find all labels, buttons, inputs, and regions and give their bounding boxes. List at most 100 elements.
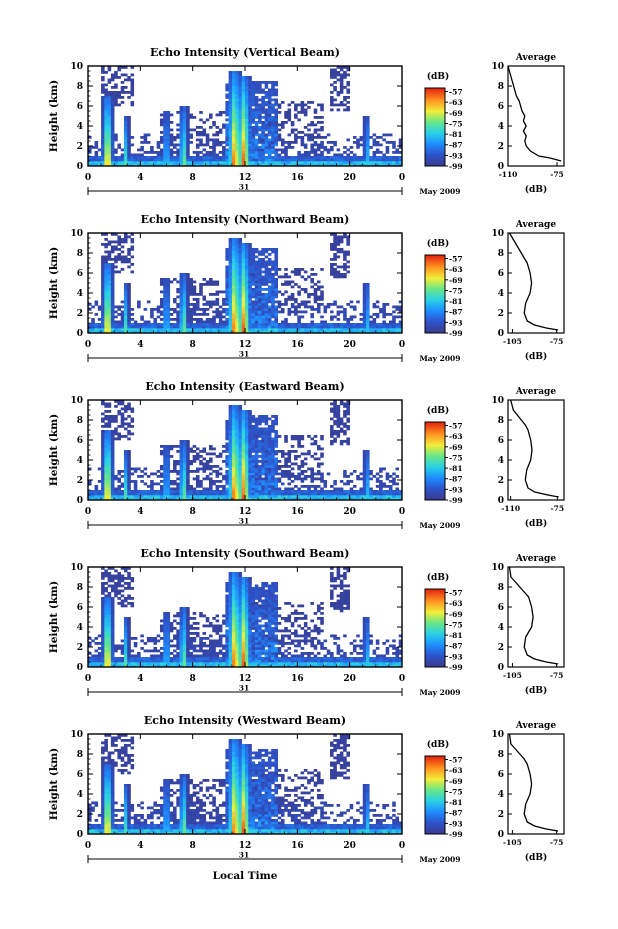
heatmap-cell (222, 477, 226, 481)
heatmap-cell (320, 108, 324, 112)
heatmap-cell (94, 158, 99, 162)
heatmap-cell (166, 477, 171, 481)
heatmap-cell (339, 497, 344, 501)
heatmap-cell (107, 320, 112, 324)
heatmap-cell (123, 158, 128, 162)
heatmap-cell (323, 310, 328, 314)
heatmap-cell (186, 440, 190, 443)
heatmap-cell (143, 138, 148, 142)
heatmap-cell (320, 315, 324, 319)
heatmap-cell (169, 138, 174, 142)
heatmap-cell (241, 422, 246, 426)
heatmap-cell (271, 248, 275, 251)
heatmap-cell (261, 490, 265, 493)
heatmap-cell (245, 123, 249, 127)
heatmap-cell (130, 91, 135, 94)
heatmap-cell (222, 303, 226, 306)
heatmap-cell (120, 86, 125, 89)
heatmap-cell (182, 482, 187, 486)
heatmap-cell (274, 300, 279, 304)
heatmap-cell (218, 467, 223, 471)
heatmap-cell (238, 290, 243, 294)
heatmap-cell (192, 298, 197, 301)
heatmap-cell (88, 490, 92, 493)
heatmap-cell (366, 325, 370, 329)
heatmap-cell (120, 153, 125, 157)
heatmap-cell (179, 158, 184, 162)
heatmap-cell (186, 138, 190, 142)
heatmap-cell (123, 300, 128, 304)
heatmap-cell (248, 290, 252, 294)
heatmap-cell (117, 425, 122, 428)
heatmap-cell (385, 158, 390, 162)
heatmap-cell (127, 323, 131, 326)
heatmap-cell (225, 258, 229, 261)
heatmap-cell (228, 138, 233, 142)
heatmap-cell (182, 143, 187, 147)
heatmap-cell (182, 305, 187, 309)
heatmap-cell (117, 243, 122, 246)
heatmap-cell (392, 310, 396, 314)
heatmap-cell (228, 258, 233, 261)
heatmap-cell (339, 427, 344, 431)
heatmap-cell (258, 280, 262, 284)
heatmap-cell (264, 480, 269, 483)
heatmap-cell (153, 482, 157, 486)
heatmap-cell (248, 78, 252, 82)
heatmap-cell (320, 126, 324, 129)
heatmap-cell (366, 123, 370, 127)
heatmap-cell (88, 148, 92, 152)
heatmap-cell (123, 477, 128, 481)
heatmap-cell (166, 457, 171, 461)
heatmap-cell (166, 492, 171, 496)
x-tick-label: 16 (291, 340, 304, 350)
heatmap-cell (254, 128, 259, 132)
heatmap-cell (101, 298, 105, 301)
heatmap-cell (137, 163, 141, 167)
heatmap-cell (261, 103, 265, 107)
heatmap-cell (104, 293, 108, 296)
profile-x-tick-label: -75 (550, 337, 564, 346)
heatmap-cell (290, 497, 295, 501)
heatmap-cell (320, 492, 324, 496)
heatmap-cell (130, 328, 135, 331)
heatmap-cell (287, 455, 292, 458)
heatmap-cell (231, 250, 236, 254)
panel-title: Echo Intensity (Eastward Beam) (145, 380, 344, 393)
heatmap-cell (143, 330, 148, 334)
heatmap-cell (169, 318, 174, 321)
heatmap-cell (225, 148, 229, 152)
heatmap-cell (264, 325, 269, 329)
heatmap-cell (258, 141, 262, 144)
heatmap-cell (140, 141, 144, 144)
heatmap-cell (313, 477, 318, 481)
heatmap-cell (173, 318, 177, 321)
heatmap-cell (225, 298, 229, 301)
heatmap-cell (195, 447, 200, 451)
heatmap-cell (120, 497, 125, 501)
heatmap-cell (235, 495, 239, 498)
heatmap-cell (277, 325, 282, 329)
heatmap-cell (146, 490, 151, 493)
heatmap-cell (107, 121, 112, 124)
heatmap-cell (241, 308, 246, 311)
heatmap-cell (261, 253, 265, 256)
heatmap-cell (382, 303, 386, 306)
heatmap-cell (143, 490, 148, 493)
heatmap-cell (245, 442, 249, 446)
heatmap-cell (339, 310, 344, 314)
heatmap-cell (316, 457, 321, 461)
heatmap-cell (192, 308, 197, 311)
heatmap-cell (264, 111, 269, 114)
heatmap-cell (212, 153, 216, 157)
heatmap-cell (238, 275, 243, 279)
heatmap-cell (339, 440, 344, 443)
heatmap-cell (101, 425, 105, 428)
heatmap-cell (248, 98, 252, 102)
heatmap-cell (104, 308, 108, 311)
heatmap-cell (245, 427, 249, 431)
heatmap-cell (235, 300, 239, 304)
heatmap-cell (258, 133, 262, 137)
heatmap-cell (117, 485, 122, 488)
heatmap-cell (110, 123, 115, 127)
